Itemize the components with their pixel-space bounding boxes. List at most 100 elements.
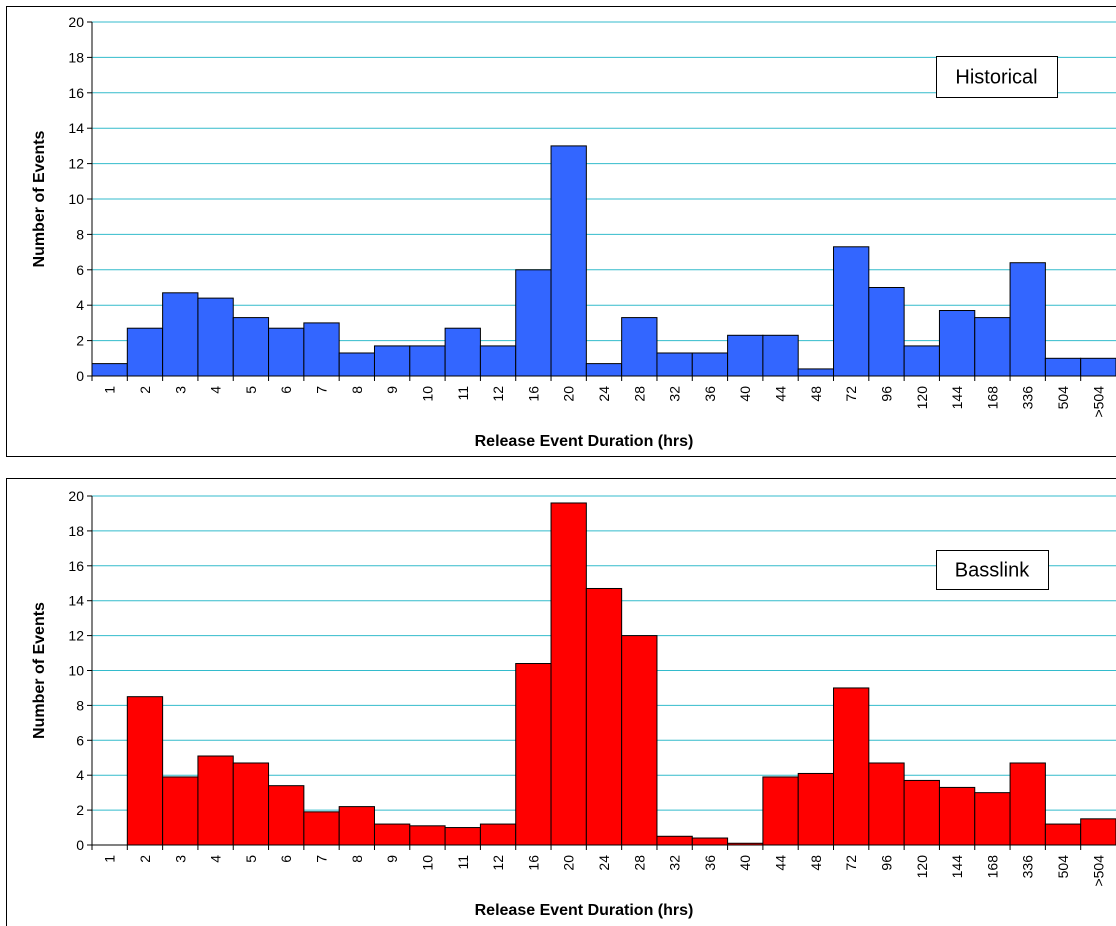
x-tick-label: 168 <box>984 386 1000 410</box>
x-tick-label: 10 <box>419 855 435 871</box>
x-tick-label: 28 <box>631 855 647 871</box>
y-tick-label: 20 <box>68 488 84 504</box>
y-tick-label: 8 <box>76 697 84 713</box>
x-tick-label: 120 <box>914 386 930 410</box>
bar <box>727 334 764 377</box>
bar <box>868 287 905 377</box>
x-tick-label: 16 <box>525 386 541 402</box>
x-tick-label: 3 <box>172 386 188 394</box>
bar <box>409 345 446 377</box>
bar <box>585 587 623 846</box>
bar <box>585 363 623 377</box>
x-tick-label: 5 <box>243 386 259 394</box>
x-tick-label: 96 <box>878 855 894 871</box>
bar <box>479 823 517 846</box>
bar <box>621 635 658 846</box>
bar <box>268 327 305 377</box>
bar <box>938 786 976 846</box>
bar <box>1044 357 1082 377</box>
x-axis-title: Release Event Duration (hrs) <box>475 433 694 450</box>
x-tick-label: 336 <box>1020 855 1036 879</box>
x-tick-label: 10 <box>419 386 435 402</box>
y-tick-label: 16 <box>68 85 84 101</box>
x-tick-label: 1 <box>102 855 118 863</box>
x-tick-label: 504 <box>1055 855 1071 879</box>
y-tick-label: 18 <box>68 49 84 65</box>
bar <box>268 785 305 846</box>
x-tick-label: 40 <box>737 855 753 871</box>
bar <box>656 352 693 377</box>
x-tick-label: 12 <box>490 855 506 871</box>
label-box <box>936 56 1058 98</box>
x-tick-label: 9 <box>384 386 400 394</box>
bar <box>91 363 128 377</box>
x-tick-label: 3 <box>172 855 188 863</box>
x-tick-label: 9 <box>384 855 400 863</box>
x-tick-label: 11 <box>455 855 471 870</box>
bar <box>1044 823 1082 846</box>
x-tick-label: 48 <box>808 386 824 402</box>
x-tick-label: 44 <box>773 386 789 402</box>
x-tick-label: 11 <box>455 386 471 401</box>
x-tick-label: 144 <box>949 386 965 410</box>
y-tick-label: 0 <box>76 368 84 384</box>
bar <box>232 762 270 846</box>
bar <box>903 345 940 377</box>
x-tick-label: >504 <box>1090 386 1106 418</box>
bar <box>1009 262 1046 377</box>
y-axis-title: Number of Events <box>31 130 48 267</box>
bar <box>868 762 905 846</box>
bar <box>833 246 870 377</box>
bar <box>691 352 729 377</box>
bar <box>373 345 411 377</box>
bar <box>974 792 1011 846</box>
bar <box>515 663 552 846</box>
y-tick-label: 2 <box>76 802 84 818</box>
bar <box>479 345 517 377</box>
x-tick-label: 2 <box>137 855 153 863</box>
x-axis-title: Release Event Duration (hrs) <box>475 902 694 919</box>
bar <box>409 825 446 846</box>
bar <box>621 317 658 377</box>
x-tick-label: 5 <box>243 855 259 863</box>
x-tick-label: 72 <box>843 386 859 402</box>
bar <box>444 327 481 377</box>
bar <box>126 327 164 377</box>
x-tick-label: 96 <box>878 386 894 402</box>
bar <box>797 368 835 377</box>
bar <box>162 292 199 377</box>
y-tick-label: 12 <box>68 628 84 644</box>
bar <box>515 269 552 377</box>
y-tick-label: 4 <box>76 767 84 783</box>
x-tick-label: 6 <box>278 386 294 394</box>
x-tick-label: 36 <box>702 386 718 402</box>
bar <box>232 317 270 377</box>
y-tick-label: 14 <box>68 120 84 136</box>
bar <box>1080 357 1116 377</box>
x-tick-label: 120 <box>914 855 930 879</box>
x-tick-label: 20 <box>561 386 577 402</box>
y-tick-label: 4 <box>76 297 84 313</box>
x-tick-label: 7 <box>314 386 330 394</box>
bar <box>444 827 481 846</box>
x-tick-label: 8 <box>349 855 365 863</box>
bar <box>1009 762 1046 846</box>
bar <box>197 297 234 377</box>
x-tick-label: 4 <box>208 855 224 863</box>
x-tick-label: 28 <box>631 386 647 402</box>
chart-label: Basslink <box>955 560 1030 582</box>
bar <box>338 806 375 846</box>
bar <box>797 772 835 846</box>
chart-label: Historical <box>955 67 1037 89</box>
x-tick-label: 7 <box>314 855 330 863</box>
y-tick-label: 10 <box>68 191 84 207</box>
bar <box>550 145 587 377</box>
x-tick-label: 48 <box>808 855 824 871</box>
bar <box>197 755 234 846</box>
x-tick-label: 24 <box>596 855 612 871</box>
label-box <box>936 550 1049 590</box>
x-tick-label: 504 <box>1055 386 1071 410</box>
x-tick-label: 36 <box>702 855 718 871</box>
x-tick-label: 4 <box>208 386 224 394</box>
